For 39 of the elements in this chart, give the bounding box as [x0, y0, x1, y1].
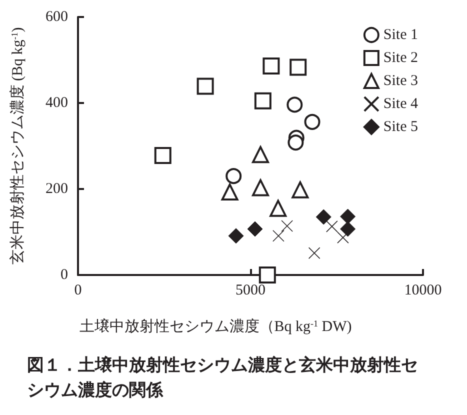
y-tick-label: 200 [46, 181, 68, 197]
point [308, 247, 320, 259]
point [288, 134, 304, 151]
point [270, 200, 287, 217]
point [340, 221, 356, 237]
legend-label: Site 2 [383, 50, 418, 66]
legend-label: Site 5 [383, 119, 418, 135]
point [290, 58, 307, 76]
x-tick-label: 0 [74, 282, 82, 298]
x-tick-label: 10000 [404, 282, 442, 298]
point [281, 220, 293, 232]
point [226, 168, 242, 184]
legend-label: Site 3 [383, 73, 418, 89]
point [254, 92, 272, 110]
point [258, 266, 276, 284]
point [326, 220, 338, 232]
point [196, 78, 214, 95]
point [252, 146, 270, 164]
y-tick-label: 400 [46, 95, 68, 111]
point [304, 114, 320, 130]
text: 図１．土壌中放射性セシウム濃度と玄米中放射性セシウム濃度の関係 [27, 356, 418, 400]
point [262, 58, 280, 75]
point [228, 228, 244, 244]
point [292, 181, 309, 198]
legend-label: Site 1 [383, 27, 418, 43]
point [247, 221, 263, 237]
x-tick-label: 5000 [236, 282, 266, 298]
point [221, 184, 238, 201]
point [286, 96, 303, 113]
point [337, 232, 349, 244]
y-axis-title: 玄米中放射性セシウム濃度 (Bq kg-1) [9, 27, 26, 265]
point [316, 209, 332, 225]
y-tick-label: 600 [46, 9, 68, 25]
legend-label: Site 4 [383, 96, 418, 112]
y-tick-label: 0 [60, 267, 68, 283]
point [154, 146, 172, 164]
point [272, 230, 284, 242]
point [340, 208, 356, 224]
point [252, 179, 270, 196]
